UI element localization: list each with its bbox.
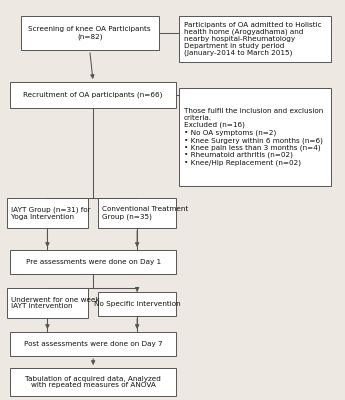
- Text: Those fulfil the inclusion and exclusion
criteria.
Excluded (n=16)
• No OA sympt: Those fulfil the inclusion and exclusion…: [184, 108, 323, 166]
- Text: Post assessments were done on Day 7: Post assessments were done on Day 7: [24, 341, 162, 347]
- Text: No Specific Intervention: No Specific Intervention: [94, 301, 180, 307]
- Text: Recruitment of OA participants (n=66): Recruitment of OA participants (n=66): [23, 92, 163, 98]
- FancyBboxPatch shape: [7, 288, 88, 318]
- Text: Conventional Treatment
Group (n=35): Conventional Treatment Group (n=35): [102, 206, 189, 220]
- FancyBboxPatch shape: [10, 250, 176, 274]
- Text: Participants of OA admitted to Holistic
health home (Arogyadhama) and
nearby hos: Participants of OA admitted to Holistic …: [184, 22, 321, 56]
- FancyBboxPatch shape: [98, 198, 176, 228]
- FancyBboxPatch shape: [10, 368, 176, 396]
- FancyBboxPatch shape: [10, 82, 176, 108]
- FancyBboxPatch shape: [179, 88, 331, 186]
- FancyBboxPatch shape: [7, 198, 88, 228]
- Text: Pre assessments were done on Day 1: Pre assessments were done on Day 1: [26, 259, 161, 265]
- Text: IAYT Group (n=31) for
Yoga Intervention: IAYT Group (n=31) for Yoga Intervention: [11, 206, 91, 220]
- FancyBboxPatch shape: [10, 332, 176, 356]
- FancyBboxPatch shape: [98, 292, 176, 316]
- FancyBboxPatch shape: [21, 16, 159, 50]
- Text: Underwent for one week
IAYT intervention: Underwent for one week IAYT intervention: [11, 296, 100, 310]
- Text: Tabulation of acquired data, Analyzed
with repeated measures of ANOVA: Tabulation of acquired data, Analyzed wi…: [25, 376, 161, 388]
- Text: Screening of knee OA Participants
(n=82): Screening of knee OA Participants (n=82): [28, 26, 151, 40]
- FancyBboxPatch shape: [179, 16, 331, 62]
